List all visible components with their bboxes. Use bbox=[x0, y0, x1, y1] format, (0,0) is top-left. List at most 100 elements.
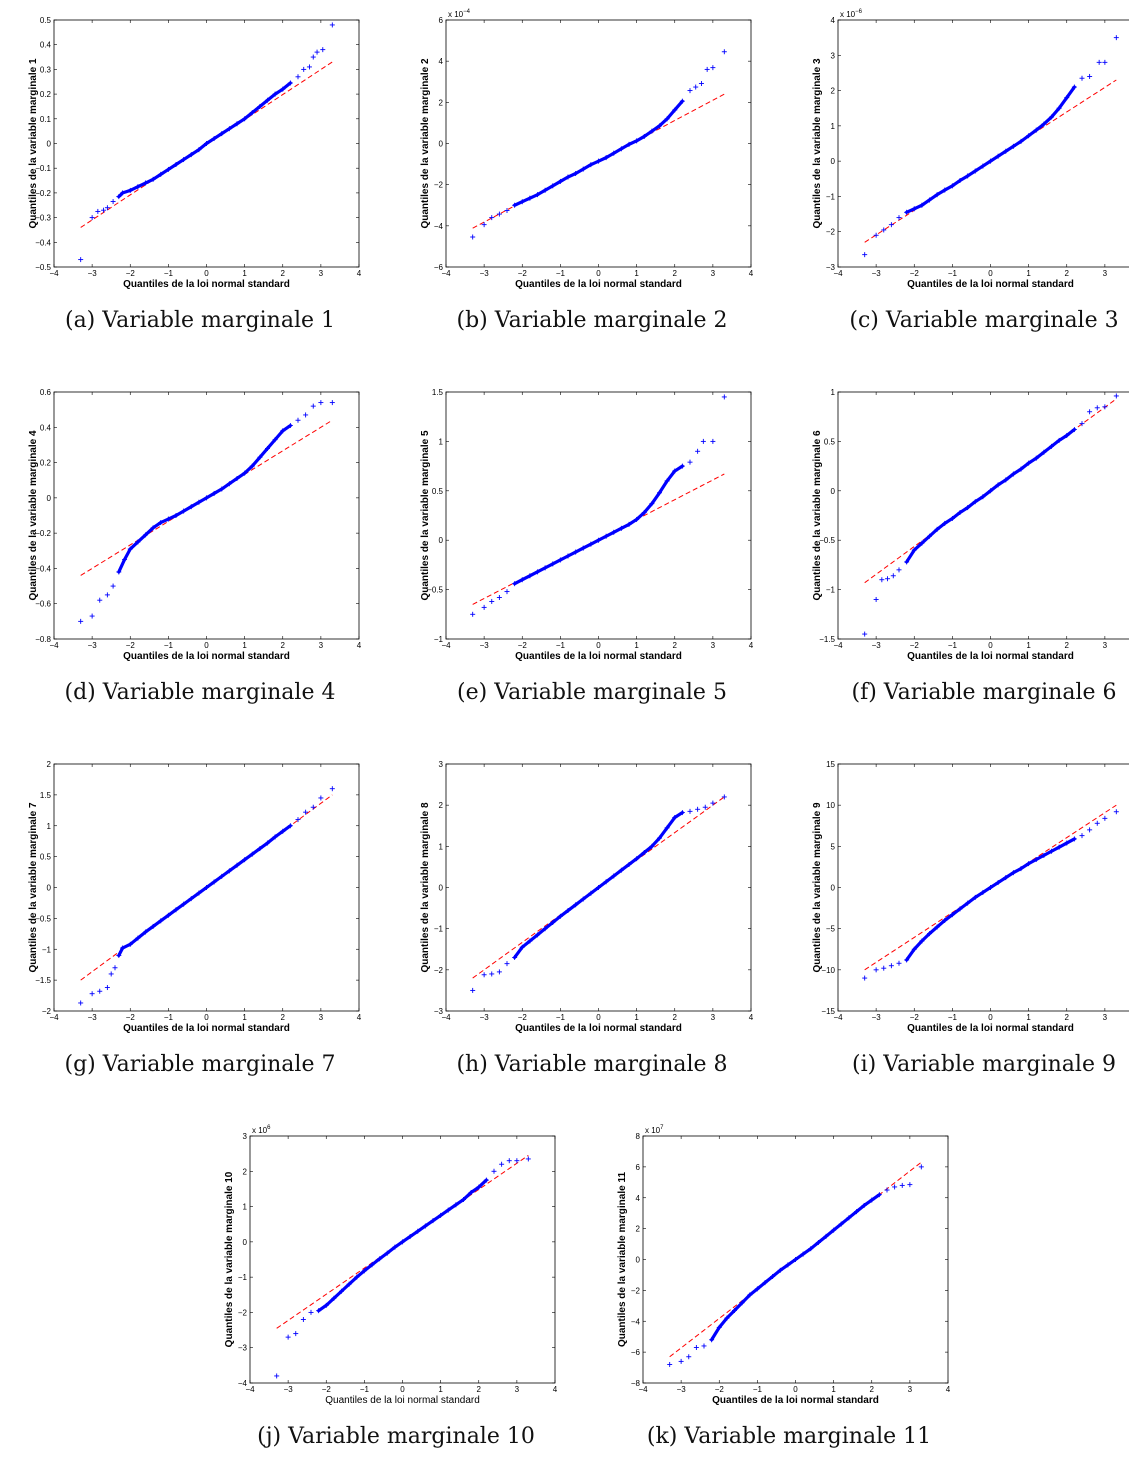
data-point bbox=[496, 595, 502, 601]
data-band bbox=[535, 927, 547, 937]
data-point bbox=[95, 208, 101, 214]
data-band bbox=[935, 521, 947, 531]
data-point bbox=[879, 577, 885, 583]
data-band bbox=[771, 1268, 782, 1279]
data-band bbox=[912, 541, 924, 552]
y-tick-label: 1 bbox=[831, 388, 836, 397]
x-axis-label: Quantiles de la loi normal standard bbox=[123, 651, 290, 662]
x-axis-label: Quantiles de la loi normal standard bbox=[515, 651, 682, 662]
y-tick-label: −4 bbox=[631, 1317, 641, 1326]
plot-frame bbox=[445, 19, 752, 268]
x-axis-label: Quantiles de la loi normal standard bbox=[515, 279, 682, 290]
data-band bbox=[136, 930, 148, 940]
data-point bbox=[514, 1158, 520, 1164]
data-point bbox=[710, 438, 716, 444]
data-point bbox=[881, 965, 887, 971]
data-band bbox=[665, 469, 677, 483]
data-point bbox=[470, 234, 476, 240]
data-band bbox=[920, 534, 932, 545]
data-point bbox=[110, 199, 116, 205]
y-tick-label: 1 bbox=[439, 842, 444, 851]
data-point bbox=[310, 54, 316, 60]
x-tick-label: −4 bbox=[441, 641, 451, 650]
y-tick-label: −1 bbox=[42, 945, 52, 954]
y-tick-label: 0 bbox=[831, 487, 836, 496]
x-tick-label: −1 bbox=[164, 1013, 174, 1022]
data-band bbox=[122, 547, 132, 562]
data-band bbox=[1065, 427, 1076, 438]
y-tick-label: 0 bbox=[439, 536, 444, 545]
x-tick-label: −3 bbox=[284, 1385, 294, 1394]
data-band bbox=[665, 108, 677, 121]
x-tick-label: −3 bbox=[872, 1013, 882, 1022]
x-tick-label: −4 bbox=[49, 1013, 59, 1022]
x-tick-label: −3 bbox=[88, 269, 98, 278]
x-tick-label: 0 bbox=[596, 1013, 601, 1022]
y-tick-label: 1 bbox=[831, 122, 836, 131]
data-band bbox=[265, 92, 277, 102]
data-band bbox=[673, 99, 684, 112]
y-tick-label: 0.1 bbox=[40, 115, 52, 124]
y-tick-label: 3 bbox=[243, 1132, 248, 1141]
x-tick-label: 4 bbox=[553, 1385, 558, 1394]
data-point bbox=[314, 49, 320, 55]
data-band bbox=[927, 925, 939, 936]
data-band bbox=[927, 527, 939, 538]
data-point bbox=[101, 207, 107, 213]
data-band bbox=[1004, 472, 1015, 482]
data-point bbox=[693, 84, 699, 90]
y-tick-label: −2 bbox=[434, 966, 444, 975]
y-tick-label: −0.6 bbox=[35, 600, 51, 609]
y-tick-label: −1 bbox=[434, 925, 444, 934]
x-tick-label: −2 bbox=[322, 1385, 332, 1394]
data-point bbox=[310, 804, 316, 810]
data-band bbox=[763, 1274, 775, 1285]
y-tick-label: −1.5 bbox=[819, 635, 835, 644]
data-band bbox=[725, 1308, 737, 1320]
data-band bbox=[740, 1293, 752, 1305]
data-band bbox=[1042, 444, 1054, 454]
data-point bbox=[667, 1361, 673, 1367]
x-tick-label: 3 bbox=[908, 1385, 913, 1394]
y-tick-label: −0.3 bbox=[35, 214, 51, 223]
x-tick-label: −1 bbox=[948, 269, 958, 278]
data-point bbox=[1094, 820, 1100, 826]
x-tick-label: 1 bbox=[242, 269, 247, 278]
y-axis-label: Quantiles de la variable marginale 1 bbox=[28, 58, 39, 229]
data-band bbox=[281, 81, 292, 91]
data-point bbox=[293, 1331, 299, 1337]
data-band bbox=[650, 836, 662, 848]
data-band bbox=[265, 438, 277, 451]
x-tick-label: −4 bbox=[441, 1013, 451, 1022]
subfigure-caption: (e) Variable marginale 5 bbox=[457, 680, 727, 705]
axis-multiplier: x 107 bbox=[645, 1125, 664, 1135]
qq-plot-panel-a: −4 −3 −2 −1 0 1 2 3 4 −0.5 −0.4 −0.3 −0.2 −0.1 0 0.1 0.2… bbox=[20, 8, 380, 353]
x-tick-label: 4 bbox=[357, 1013, 362, 1022]
data-point bbox=[496, 211, 502, 217]
y-tick-label: 0 bbox=[439, 140, 444, 149]
data-point bbox=[687, 459, 693, 465]
data-point bbox=[303, 412, 309, 418]
y-axis-label: Quantiles de la variable marginale 6 bbox=[812, 430, 823, 601]
x-tick-label: −4 bbox=[245, 1385, 255, 1394]
data-point bbox=[112, 965, 118, 971]
data-band bbox=[543, 920, 555, 931]
subfigure-caption: (a) Variable marginale 1 bbox=[64, 308, 335, 333]
data-band bbox=[635, 510, 646, 522]
subfigure-caption: (h) Variable marginale 8 bbox=[456, 1052, 728, 1077]
y-tick-label: −0.5 bbox=[35, 914, 51, 923]
y-tick-label: 1 bbox=[243, 1203, 248, 1212]
y-tick-label: −0.4 bbox=[35, 564, 51, 573]
data-band bbox=[950, 510, 962, 521]
data-point bbox=[918, 1164, 924, 1170]
y-axis-label: Quantiles de la variable marginale 4 bbox=[28, 430, 39, 601]
x-tick-label: −4 bbox=[833, 1013, 843, 1022]
y-axis-label: Quantiles de la variable marginale 8 bbox=[420, 802, 431, 973]
x-tick-label: −4 bbox=[833, 269, 843, 278]
x-tick-label: 3 bbox=[1103, 641, 1108, 650]
data-band bbox=[128, 540, 140, 551]
data-point bbox=[873, 596, 879, 602]
data-band bbox=[362, 1263, 374, 1273]
